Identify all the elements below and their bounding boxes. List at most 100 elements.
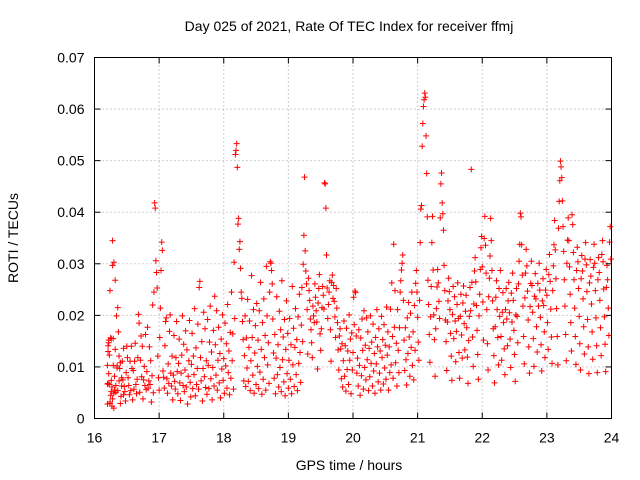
data-point (347, 336, 354, 343)
data-point (198, 377, 205, 384)
data-point (503, 285, 510, 292)
data-point (384, 328, 391, 335)
data-point (184, 401, 191, 408)
data-point (339, 384, 346, 391)
data-point (351, 288, 358, 295)
data-point (282, 392, 289, 399)
data-point (577, 367, 584, 374)
data-point (563, 357, 570, 364)
data-point (251, 350, 258, 357)
data-point (324, 315, 331, 322)
data-point (145, 385, 152, 392)
data-point (574, 258, 581, 265)
data-point (493, 277, 500, 284)
data-point (107, 287, 114, 294)
data-point (353, 370, 360, 377)
data-points (104, 90, 614, 412)
data-point (289, 361, 296, 368)
data-point (562, 331, 569, 338)
data-point (307, 315, 314, 322)
data-point (256, 307, 263, 314)
data-point (569, 211, 576, 218)
data-point (435, 298, 442, 305)
data-point (464, 354, 471, 361)
data-point (437, 214, 444, 221)
data-point (497, 267, 504, 274)
data-point (222, 362, 229, 369)
data-point (301, 174, 308, 181)
data-point (563, 260, 570, 267)
data-point (587, 273, 594, 280)
data-point (259, 319, 266, 326)
plot-frame (94, 57, 612, 419)
data-point (191, 371, 198, 378)
x-tick-label: 16 (87, 430, 103, 446)
data-point (454, 301, 461, 308)
data-point (136, 320, 143, 327)
data-point (457, 291, 464, 298)
data-point (448, 353, 455, 360)
data-point (515, 280, 522, 287)
data-point (520, 333, 527, 340)
data-point (119, 358, 126, 365)
data-point (125, 374, 132, 381)
data-point (518, 213, 525, 220)
data-point (332, 334, 339, 341)
data-point (599, 237, 606, 244)
data-point (311, 280, 318, 287)
data-point (289, 283, 296, 290)
data-point (440, 227, 447, 234)
data-point (538, 341, 545, 348)
data-point (583, 261, 590, 268)
data-point (407, 310, 414, 317)
data-point (556, 177, 563, 184)
data-point (116, 377, 123, 384)
x-tick-label: 18 (216, 430, 232, 446)
data-point (150, 389, 157, 396)
data-point (355, 383, 362, 390)
data-point (386, 343, 393, 350)
data-point (231, 315, 238, 322)
data-point (245, 344, 252, 351)
data-point (569, 221, 576, 228)
data-point (330, 282, 337, 289)
data-point (580, 323, 587, 330)
data-point (285, 385, 292, 392)
data-point (267, 258, 274, 265)
data-point (430, 311, 437, 318)
data-point (316, 271, 323, 278)
data-point (220, 355, 227, 362)
data-point (218, 336, 225, 343)
chart-title: Day 025 of 2021, Rate Of TEC Index for r… (185, 18, 514, 34)
data-point (115, 328, 122, 335)
data-point (516, 258, 523, 265)
data-point (390, 375, 397, 382)
data-point (427, 313, 434, 320)
data-point (281, 316, 288, 323)
data-point (106, 381, 113, 388)
data-point (404, 350, 411, 357)
data-point (170, 372, 177, 379)
data-point (571, 305, 578, 312)
data-point (399, 260, 406, 267)
data-point (337, 325, 344, 332)
data-point (132, 381, 139, 388)
data-point (572, 361, 579, 368)
data-point (510, 297, 517, 304)
data-point (174, 368, 181, 375)
data-point (476, 291, 483, 298)
data-point (353, 332, 360, 339)
data-point (393, 383, 400, 390)
data-point (194, 321, 201, 328)
data-point (188, 361, 195, 368)
data-point (163, 314, 170, 321)
data-point (117, 400, 124, 407)
data-point (204, 316, 211, 323)
data-point (510, 327, 517, 334)
data-point (377, 347, 384, 354)
data-point (415, 339, 422, 346)
data-point (147, 357, 154, 364)
y-tick-label: 0 (77, 411, 85, 427)
data-point (138, 332, 145, 339)
